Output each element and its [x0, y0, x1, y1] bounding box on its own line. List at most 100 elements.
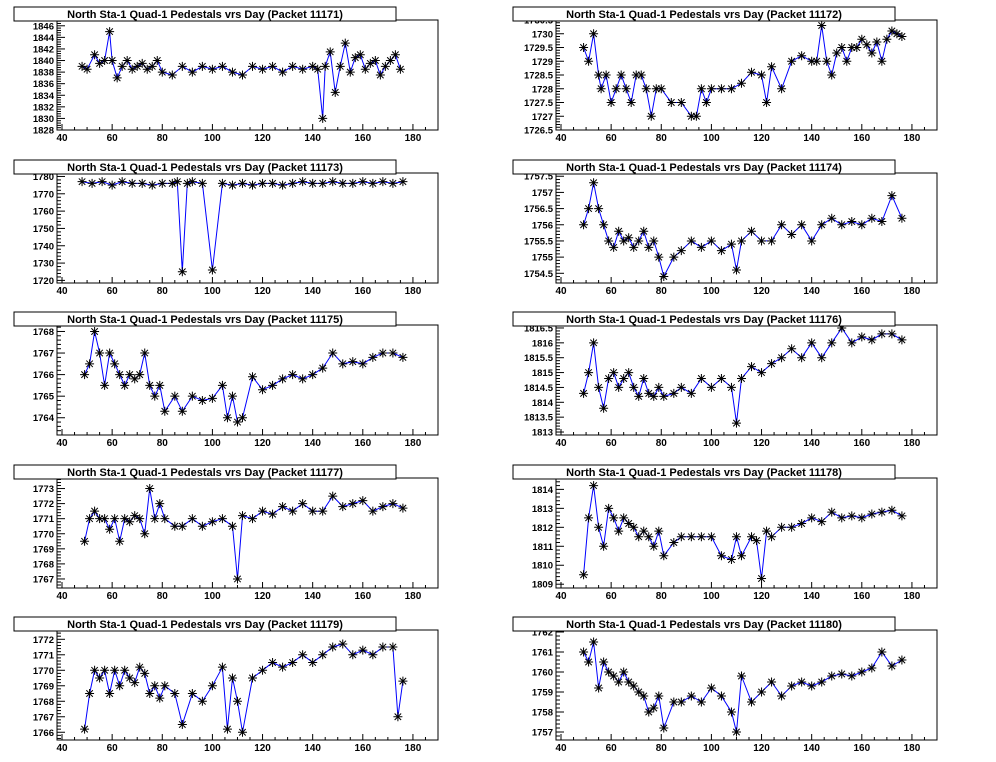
chart-9-point-27 — [248, 673, 258, 683]
chart-3-point-23 — [288, 178, 298, 188]
chart-6-point-0 — [579, 388, 589, 398]
chart-9-point-15 — [155, 693, 165, 703]
chart-4-point-27 — [757, 236, 767, 246]
chart-7-point-24 — [232, 574, 242, 584]
chart-4-point-37 — [857, 220, 867, 230]
chart-4-title: North Sta-1 Quad-1 Pedestals vrs Day (Pa… — [566, 162, 842, 174]
chart-10-y-tick-label: 1762 — [532, 628, 553, 639]
chart-9-point-7 — [115, 681, 125, 691]
chart-1-x-tick-label: 160 — [354, 133, 371, 144]
chart-2-point-27 — [747, 67, 757, 77]
chart-2-y-tick-label: 1728.5 — [524, 71, 554, 82]
chart-5-point-10 — [130, 374, 140, 384]
chart-9-point-36 — [338, 639, 348, 649]
chart-3-point-3 — [107, 180, 117, 190]
chart-7-point-40 — [388, 499, 398, 509]
chart-2-y-tick-label: 1729.5 — [524, 43, 554, 54]
chart-10-point-39 — [877, 647, 887, 657]
chart-6-point-18 — [676, 382, 686, 392]
chart-2-title-box — [512, 6, 896, 22]
chart-1-point-30 — [298, 64, 308, 74]
chart-6-series-line — [583, 327, 903, 424]
chart-7-frame — [56, 477, 439, 589]
chart-7-point-14 — [150, 514, 160, 524]
chart-3-point-17 — [227, 180, 237, 190]
chart-8-point-29 — [762, 526, 772, 536]
chart-5-point-7 — [115, 370, 125, 380]
chart-2-point-44 — [857, 34, 867, 44]
chart-6-point-1 — [584, 368, 594, 378]
chart-1-point-8 — [117, 61, 127, 71]
chart-10-x-tick-label: 80 — [656, 743, 668, 754]
chart-4-title-box — [512, 159, 896, 175]
chart-3-point-1 — [87, 178, 97, 188]
chart-3-y-tick-label: 1740 — [33, 241, 54, 252]
chart-7-point-29 — [278, 502, 288, 512]
chart-8-point-43 — [897, 511, 907, 521]
chart-10-point-40 — [887, 661, 897, 671]
chart-5-point-18 — [177, 406, 187, 416]
chart-5-point-39 — [368, 352, 378, 362]
chart-1-point-47 — [385, 56, 395, 66]
chart-2-point-19 — [686, 111, 696, 121]
chart-2-point-37 — [822, 56, 832, 66]
chart-7-point-38 — [368, 506, 378, 516]
chart-1-point-7 — [112, 73, 122, 83]
chart-4-x-tick-label: 180 — [904, 286, 921, 297]
chart-4-point-15 — [654, 252, 664, 262]
chart-3-point-16 — [217, 178, 227, 188]
chart-6-point-8 — [619, 374, 629, 384]
chart-1-point-15 — [152, 56, 162, 66]
chart-6: 40 60 80 100 120 140 160 180 1813 1813.5 1814 1814.… — [512, 311, 938, 449]
chart-10-point-19 — [686, 691, 696, 701]
chart-2-point-11 — [631, 70, 641, 80]
chart-1-point-12 — [137, 58, 147, 68]
chart-3-point-26 — [318, 178, 328, 188]
chart-3-frame — [56, 172, 439, 284]
chart-3-point-34 — [398, 177, 408, 187]
chart-8-point-8 — [619, 513, 629, 523]
chart-10-point-23 — [726, 707, 736, 717]
chart-9-point-21 — [207, 681, 217, 691]
chart-6-point-25 — [736, 374, 746, 384]
chart-8-point-33 — [797, 519, 807, 529]
chart-10-point-27 — [757, 687, 767, 697]
chart-8-y-tick-label: 1812 — [532, 523, 553, 534]
chart-7-point-13 — [145, 484, 155, 494]
chart-10-point-24 — [731, 727, 741, 737]
chart-8-point-41 — [877, 507, 887, 517]
chart-3-x-tick-label: 80 — [157, 286, 169, 297]
chart-9-point-17 — [170, 689, 180, 699]
chart-4-point-29 — [777, 220, 787, 230]
chart-2-point-50 — [887, 26, 897, 36]
chart-4-point-40 — [887, 191, 897, 201]
chart-7-point-11 — [135, 514, 145, 524]
chart-7-point-17 — [170, 521, 180, 531]
chart-7-y-tick-label: 1771 — [33, 514, 55, 525]
chart-4-point-39 — [877, 217, 887, 227]
chart-3-point-15 — [207, 265, 217, 275]
chart-5-point-35 — [328, 348, 338, 358]
chart-2-point-8 — [616, 70, 626, 80]
chart-8-point-25 — [736, 551, 746, 561]
chart-5-point-26 — [237, 413, 247, 423]
chart-10-y-tick-label: 1761 — [532, 648, 554, 659]
chart-6-point-21 — [706, 382, 716, 392]
chart-6-point-29 — [777, 353, 787, 363]
chart-3-point-24 — [298, 177, 308, 187]
chart-9-y-tick-label: 1766 — [33, 728, 54, 739]
chart-4: 40 60 80 100 120 140 160 180 1754.5 1755 1755.5 175… — [512, 159, 938, 297]
chart-4-y-tick-label: 1754.5 — [524, 269, 554, 280]
chart-9-point-6 — [110, 665, 120, 675]
chart-5-point-30 — [278, 374, 288, 384]
chart-7-point-37 — [358, 496, 368, 506]
chart-4-point-30 — [787, 229, 797, 239]
chart-2-point-23 — [706, 84, 716, 94]
chart-2-point-21 — [696, 84, 706, 94]
chart-4-point-36 — [847, 217, 857, 227]
chart-7-y-tick-label: 1773 — [33, 484, 54, 495]
chart-8: 40 60 80 100 120 140 160 180 1809 1810 1811 1812 181… — [512, 464, 938, 602]
chart-9-point-23 — [222, 724, 232, 734]
chart-6-x-tick-label: 180 — [904, 438, 921, 449]
